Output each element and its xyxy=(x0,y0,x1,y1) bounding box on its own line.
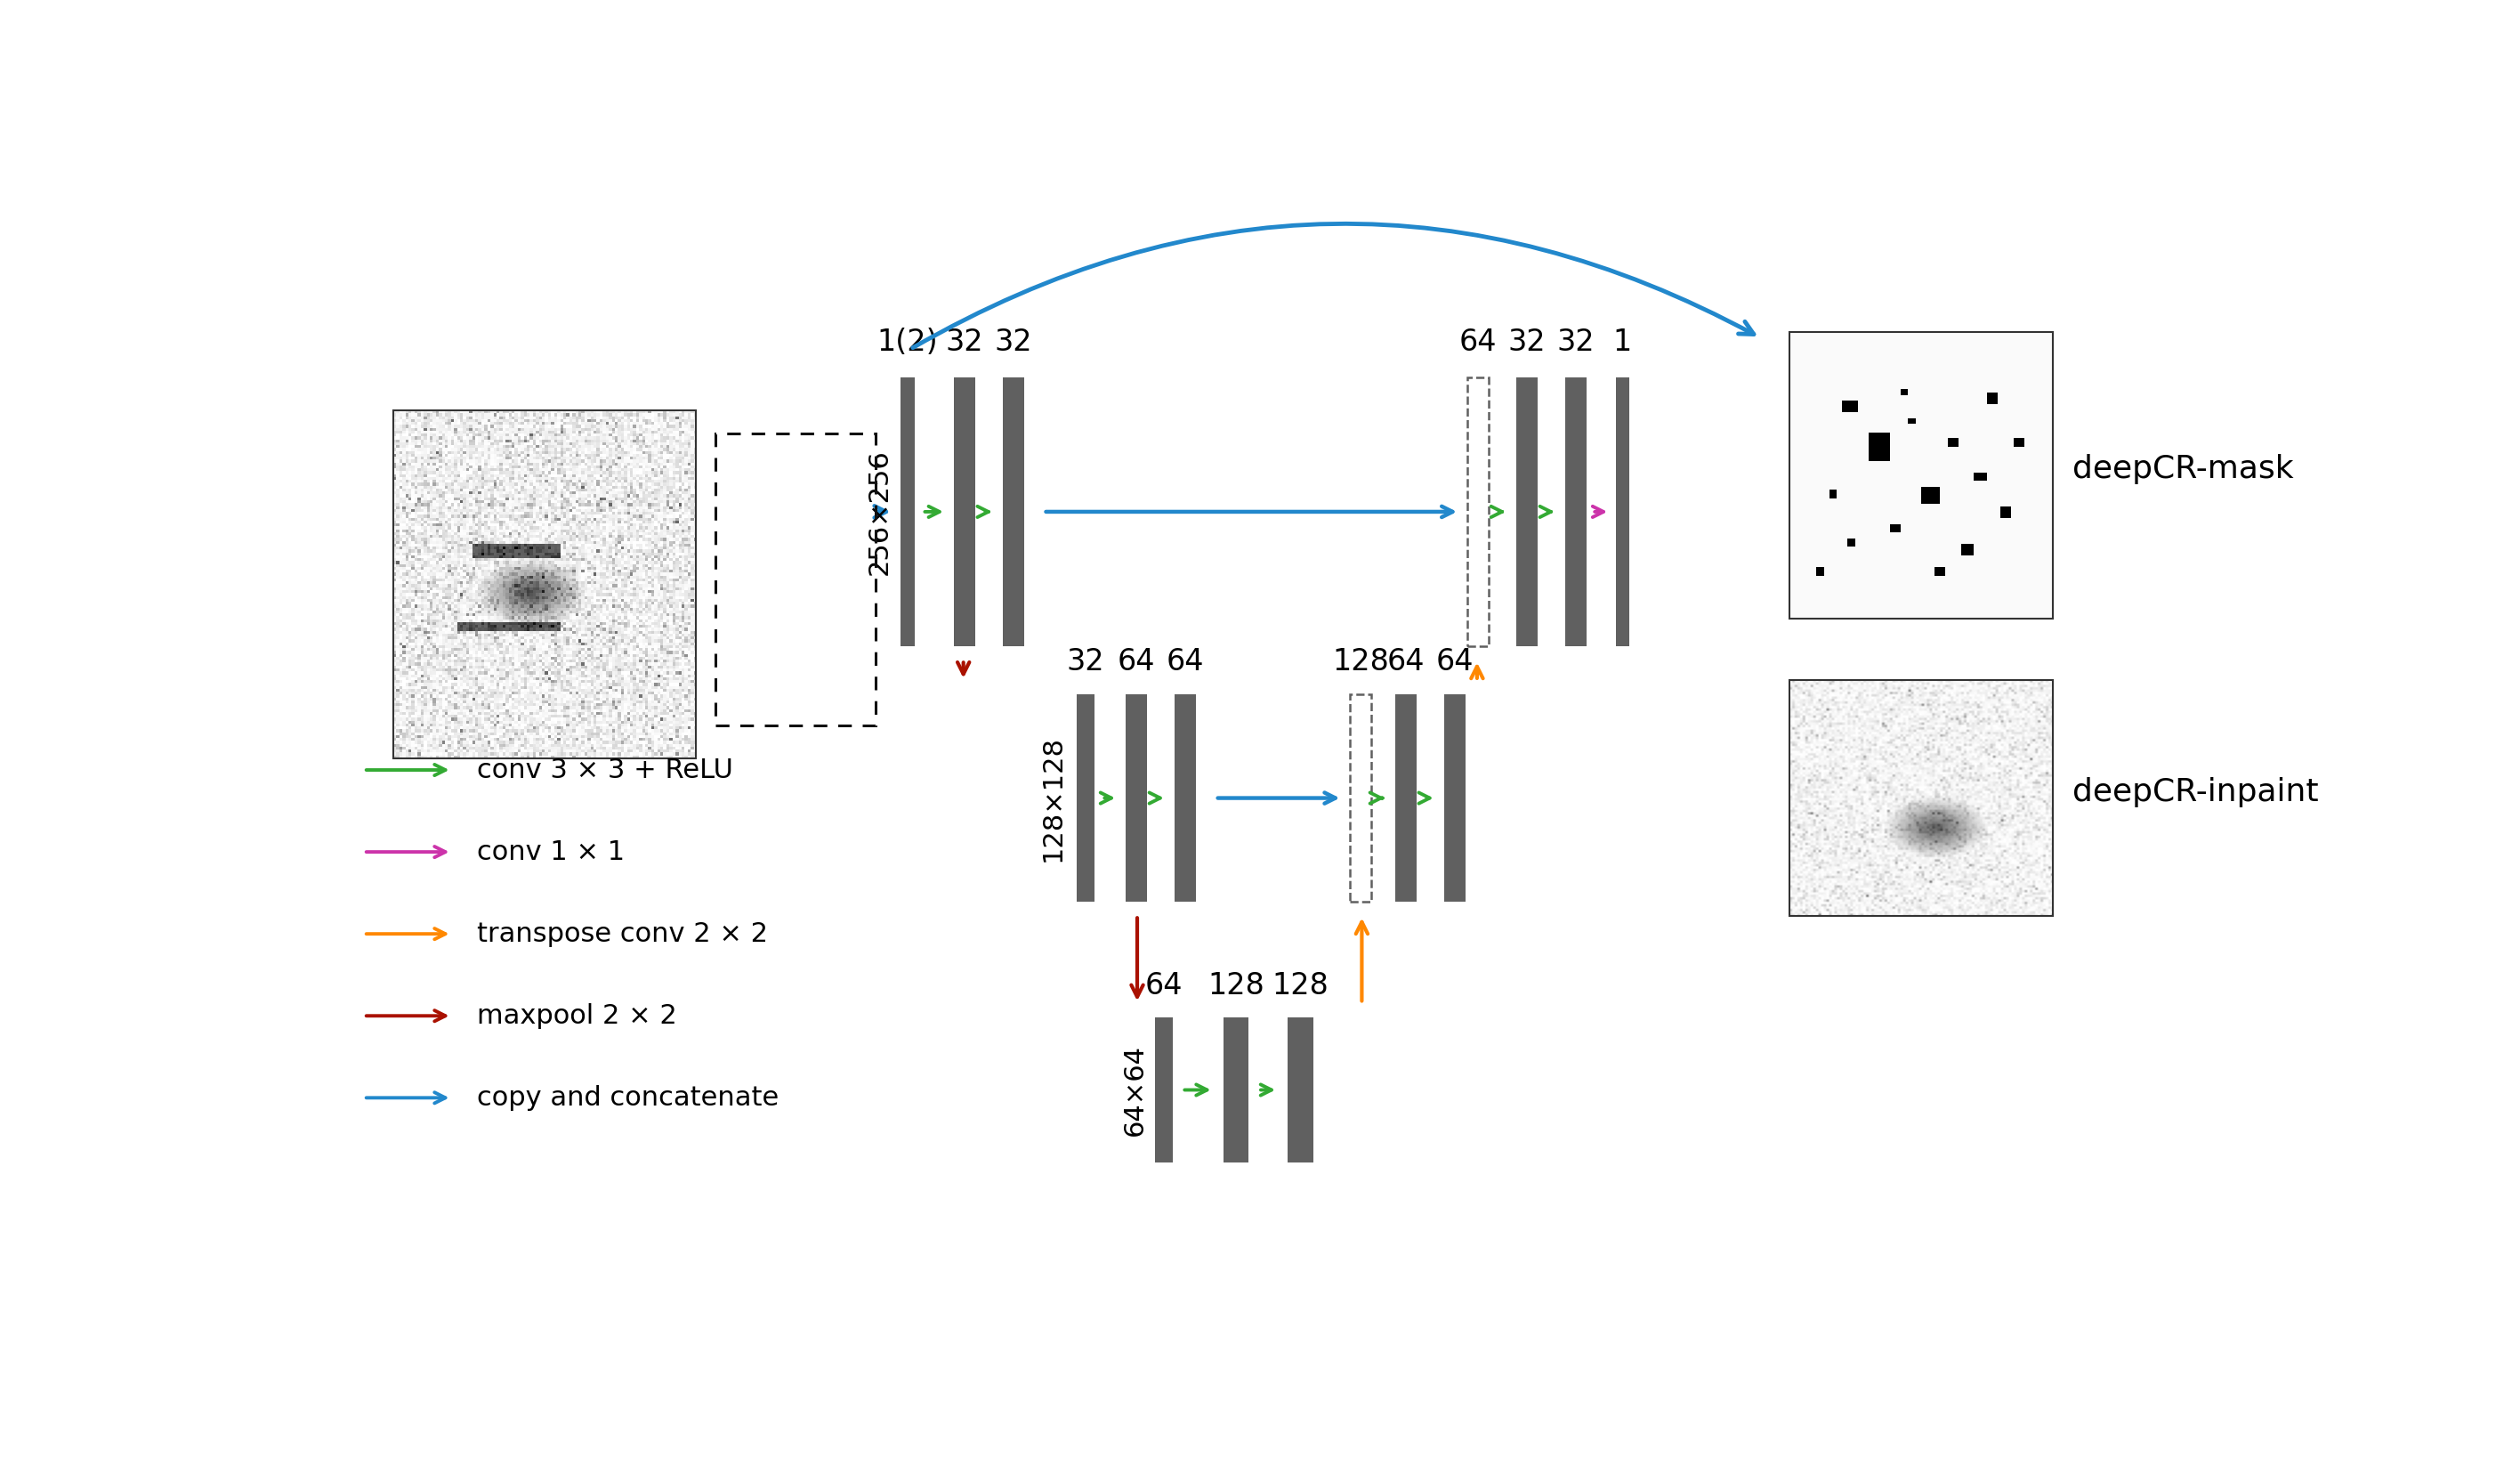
FancyArrowPatch shape xyxy=(1472,666,1482,678)
FancyArrowPatch shape xyxy=(1260,1085,1273,1095)
Bar xyxy=(902,378,915,646)
FancyArrowPatch shape xyxy=(1101,793,1111,803)
Bar xyxy=(1973,472,1988,481)
Bar xyxy=(1396,694,1416,903)
FancyArrowPatch shape xyxy=(1593,506,1603,518)
Bar xyxy=(1847,538,1855,547)
Text: 32: 32 xyxy=(1557,328,1595,357)
Bar xyxy=(2013,437,2024,446)
Bar xyxy=(1517,378,1537,646)
Text: 64: 64 xyxy=(1116,647,1154,677)
FancyArrowPatch shape xyxy=(1356,921,1368,1002)
FancyArrowPatch shape xyxy=(912,223,1754,348)
FancyArrowPatch shape xyxy=(1540,506,1550,518)
Text: 32: 32 xyxy=(945,328,983,357)
Bar xyxy=(393,411,696,758)
FancyArrowPatch shape xyxy=(365,847,446,857)
Text: 64: 64 xyxy=(1144,971,1182,1000)
Bar xyxy=(1890,523,1900,532)
Text: 128: 128 xyxy=(1273,971,1328,1000)
Text: copy and concatenate: copy and concatenate xyxy=(476,1085,779,1111)
FancyArrowPatch shape xyxy=(1149,793,1159,803)
Bar xyxy=(1842,401,1857,413)
Text: 128: 128 xyxy=(1333,647,1389,677)
Bar xyxy=(1961,544,1973,555)
FancyArrowPatch shape xyxy=(365,929,446,939)
Text: conv 1 × 1: conv 1 × 1 xyxy=(476,838,625,865)
Bar xyxy=(2001,507,2011,518)
FancyArrowPatch shape xyxy=(1046,506,1452,518)
Text: 32: 32 xyxy=(1507,328,1545,357)
FancyArrowPatch shape xyxy=(925,506,940,518)
Bar xyxy=(1565,378,1588,646)
Bar xyxy=(1830,490,1837,499)
FancyArrowPatch shape xyxy=(958,662,970,674)
Text: 1(2): 1(2) xyxy=(877,328,937,357)
Bar xyxy=(1789,679,2054,916)
Bar xyxy=(1935,567,1945,576)
Bar xyxy=(1988,392,1998,404)
Bar xyxy=(1789,332,2054,618)
FancyArrowPatch shape xyxy=(874,506,887,518)
Text: 32: 32 xyxy=(1066,647,1104,677)
FancyArrowPatch shape xyxy=(1184,1085,1207,1095)
Bar xyxy=(1900,389,1908,395)
FancyArrowPatch shape xyxy=(365,764,446,776)
FancyArrowPatch shape xyxy=(1217,793,1336,803)
FancyArrowPatch shape xyxy=(1492,506,1502,518)
Bar xyxy=(1003,378,1023,646)
Bar xyxy=(1948,437,1958,446)
FancyArrowPatch shape xyxy=(365,1092,446,1104)
FancyArrowPatch shape xyxy=(1371,793,1383,803)
Text: maxpool 2 × 2: maxpool 2 × 2 xyxy=(476,1003,678,1029)
Bar xyxy=(1467,378,1489,646)
Bar xyxy=(1351,694,1371,903)
Text: deepCR-mask: deepCR-mask xyxy=(2071,453,2293,484)
Bar xyxy=(953,378,975,646)
Text: 64: 64 xyxy=(1436,647,1474,677)
Bar xyxy=(1076,694,1094,903)
Bar xyxy=(1154,1018,1172,1163)
FancyArrowPatch shape xyxy=(978,506,988,518)
Bar xyxy=(1288,1018,1313,1163)
FancyArrowPatch shape xyxy=(365,1010,446,1021)
Bar xyxy=(1870,433,1890,461)
Bar xyxy=(1444,694,1464,903)
Bar xyxy=(1222,1018,1247,1163)
Bar xyxy=(716,433,874,725)
Text: 64: 64 xyxy=(1167,647,1205,677)
Bar xyxy=(1920,487,1940,504)
Bar xyxy=(1126,694,1147,903)
Text: transpose conv 2 × 2: transpose conv 2 × 2 xyxy=(476,921,769,946)
FancyArrowPatch shape xyxy=(1131,919,1144,997)
Text: 1: 1 xyxy=(1613,328,1633,357)
Text: 64: 64 xyxy=(1386,647,1424,677)
Text: 128×128: 128×128 xyxy=(1041,735,1066,862)
FancyArrowPatch shape xyxy=(1419,793,1429,803)
Bar xyxy=(1174,694,1197,903)
Text: 64: 64 xyxy=(1459,328,1497,357)
Text: 128: 128 xyxy=(1207,971,1265,1000)
Text: 256×256: 256×256 xyxy=(867,449,892,574)
Bar xyxy=(1908,418,1915,424)
Text: 64×64: 64×64 xyxy=(1121,1044,1149,1136)
Text: deepCR-inpaint: deepCR-inpaint xyxy=(2071,777,2318,808)
Text: conv 3 × 3 + ReLU: conv 3 × 3 + ReLU xyxy=(476,757,733,783)
Text: 32: 32 xyxy=(995,328,1033,357)
Bar xyxy=(1615,378,1630,646)
Bar xyxy=(1817,567,1824,576)
